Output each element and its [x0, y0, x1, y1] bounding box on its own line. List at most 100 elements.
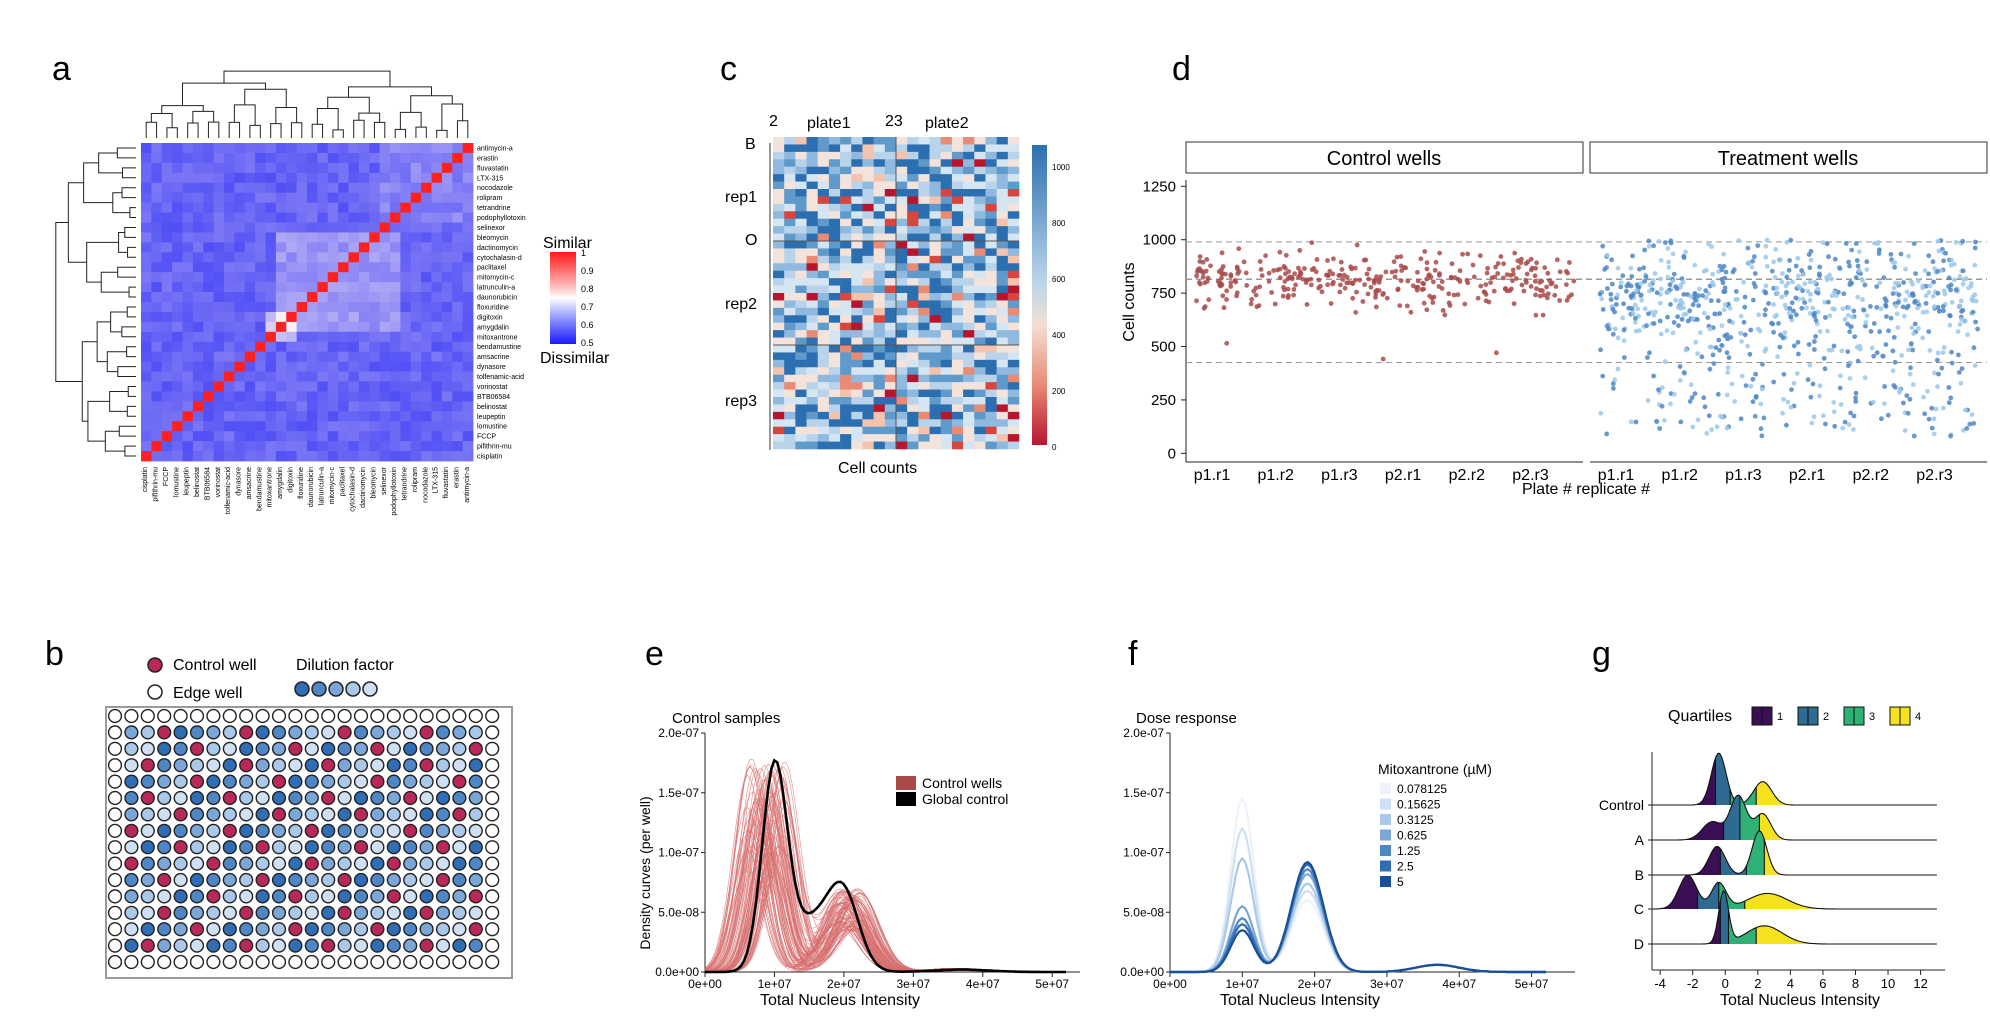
heatmap-cell [951, 144, 964, 153]
cell-count-point [1903, 266, 1908, 272]
heatmap-cell [400, 361, 412, 372]
well [403, 954, 418, 970]
well [485, 774, 500, 789]
heatmap-cell [840, 248, 852, 257]
heatmap-cell [862, 359, 874, 368]
heatmap-cell [784, 285, 796, 294]
heatmap-cell [265, 321, 277, 333]
cell-count-point [1563, 269, 1569, 274]
heatmap-cell [400, 262, 412, 273]
e-xlabel: Total Nucleus Intensity [760, 992, 920, 1009]
heatmap-cell [1007, 345, 1020, 353]
cell-count-point [1800, 272, 1806, 277]
heatmap-cell [431, 311, 443, 323]
heatmap-cell [907, 211, 919, 220]
cell-count-point [1868, 304, 1873, 309]
heatmap-cell [940, 218, 953, 227]
cell-count-point [1815, 286, 1821, 292]
well [157, 741, 172, 756]
cell-count-point [1862, 375, 1868, 381]
heatmap-cell [840, 196, 852, 205]
well [370, 938, 385, 953]
cell-count-point [1895, 325, 1901, 330]
cell-count-point [1935, 350, 1941, 356]
cell-count-point [1826, 254, 1831, 260]
heatmap-cell [358, 152, 370, 164]
heatmap-cell [172, 451, 183, 462]
heatmap-cell [985, 397, 997, 405]
cell-count-point [1875, 240, 1881, 245]
heatmap-cell [795, 226, 807, 234]
heatmap-cell [884, 359, 897, 368]
heatmap-cell [784, 189, 796, 197]
dendrogram-branch [128, 286, 136, 298]
heatmap-cell [996, 300, 1009, 309]
cell-count-point [1646, 243, 1652, 249]
heatmap-cell [369, 212, 381, 223]
heatmap-cell [400, 222, 412, 233]
heatmap-cell [203, 321, 215, 333]
heatmap-cell [985, 359, 997, 368]
cell-count-point [1756, 312, 1762, 318]
heatmap-cell [929, 203, 942, 212]
heatmap-cell [307, 351, 318, 363]
well [189, 790, 205, 806]
heatmap-cell [974, 337, 986, 346]
f-ytick-label: 0.0e+00 [1120, 965, 1164, 979]
cell-count-point [1739, 373, 1745, 379]
heatmap-cell [985, 159, 997, 168]
cell-count-point [1363, 257, 1369, 263]
cell-count-point [1647, 350, 1652, 356]
well [189, 856, 205, 871]
heatmap-cell [400, 311, 412, 323]
heatmap-cell [1007, 419, 1020, 428]
heatmap-cell [817, 426, 830, 435]
heatmap-cell [773, 144, 785, 153]
heatmap-cell [873, 181, 886, 190]
heatmap-cell [265, 391, 277, 402]
panel-a: antimycin-aerastinfluvastatinLTX-315noco… [55, 70, 610, 516]
cell-count-point [1755, 243, 1761, 249]
cell-count-point [1722, 285, 1728, 291]
heatmap-cell [161, 451, 173, 462]
cell-count-point [1269, 290, 1274, 295]
heatmap-cell [806, 181, 819, 190]
cell-count-point [1910, 382, 1916, 387]
heatmap-cell [379, 272, 391, 283]
well [485, 889, 500, 904]
heatmap-cell [462, 341, 474, 353]
cell-count-point [1380, 356, 1386, 362]
heatmap-cell [795, 218, 807, 227]
well [288, 922, 303, 937]
cell-count-point [1941, 405, 1946, 411]
heatmap-cell [795, 263, 807, 272]
cell-count-point [1681, 305, 1686, 311]
well [403, 856, 418, 871]
heatmap-cell [255, 401, 266, 412]
heatmap-cell [773, 419, 785, 428]
cell-count-point [1855, 263, 1861, 269]
heatmap-cell [265, 242, 277, 253]
heatmap-cell [410, 232, 422, 243]
heatmap-cell [203, 401, 215, 412]
row-label: belinostat [477, 404, 507, 411]
heatmap-cell [182, 232, 194, 243]
cell-count-point [1690, 302, 1696, 308]
e-ytick-label: 1.5e-07 [658, 786, 699, 800]
heatmap-cell [773, 293, 785, 301]
well [189, 938, 205, 953]
dendrogram-branch [207, 121, 220, 138]
heatmap-cell [963, 189, 975, 197]
heatmap-cell [862, 352, 874, 361]
cell-count-point [1869, 345, 1875, 351]
heatmap-cell [963, 359, 975, 368]
d-xtick-label: p1.r3 [1321, 467, 1358, 484]
cell-count-point [1909, 291, 1915, 297]
heatmap-cell [244, 152, 256, 164]
heatmap-cell [203, 212, 215, 223]
heatmap-cell [940, 196, 953, 205]
heatmap-cell [161, 162, 173, 174]
heatmap-cell [884, 159, 897, 168]
heatmap-cell [192, 162, 204, 174]
